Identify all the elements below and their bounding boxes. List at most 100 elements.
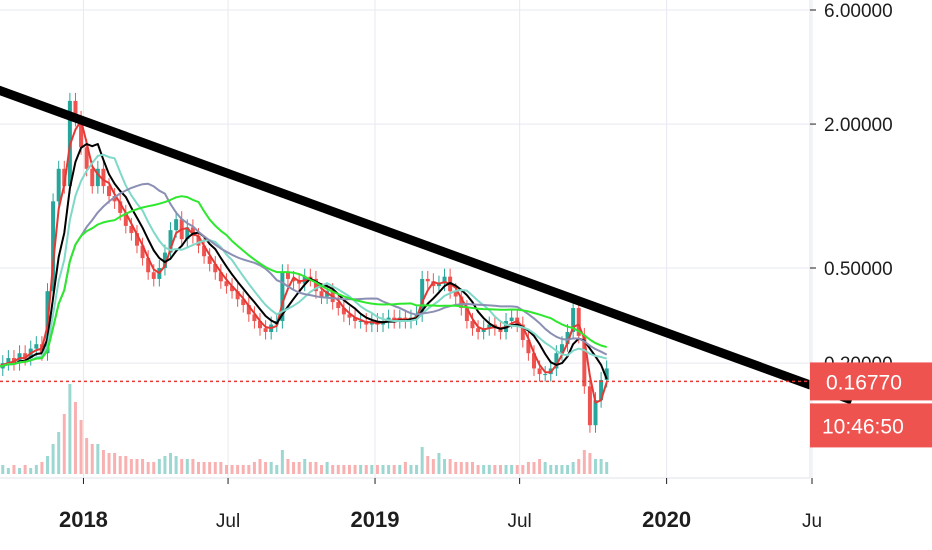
- y-tick-label: 2.00000: [824, 115, 893, 136]
- candle-body: [140, 245, 145, 259]
- trendline: [0, 85, 854, 405]
- candle-body: [123, 212, 128, 226]
- volume-bar: [264, 462, 268, 474]
- candle-body: [582, 335, 587, 387]
- candle-body: [62, 168, 67, 187]
- candle-body: [6, 358, 11, 364]
- candle-body: [543, 374, 548, 376]
- candle-body: [235, 291, 240, 300]
- candle-body: [341, 308, 346, 315]
- volume-bar: [213, 462, 217, 474]
- volume-bar: [6, 468, 10, 474]
- candle-body: [118, 201, 123, 213]
- volume-bar: [29, 468, 33, 474]
- countdown-label: 10:46:50: [822, 415, 904, 438]
- volume-bar: [196, 462, 200, 474]
- volume-bar: [470, 462, 474, 474]
- volume-bar: [515, 465, 519, 474]
- candle-body: [442, 276, 447, 284]
- volume-bar: [342, 465, 346, 474]
- candle-body: [252, 314, 257, 322]
- volume-bar: [465, 462, 469, 474]
- volume-bar: [459, 462, 463, 474]
- volume-bar: [364, 465, 368, 474]
- candle-body: [95, 168, 100, 187]
- candle-body: [101, 168, 106, 187]
- volume-bar: [90, 444, 94, 474]
- volume-bar: [320, 465, 324, 474]
- volume-bar: [135, 459, 139, 474]
- volume-bar: [230, 465, 234, 474]
- volume-bar: [297, 462, 301, 474]
- candle-body: [258, 321, 263, 329]
- candle-body: [291, 278, 296, 282]
- candle-body: [73, 100, 78, 119]
- volume-bar: [124, 456, 128, 474]
- candle-body: [453, 291, 458, 297]
- volume-bar: [46, 456, 50, 474]
- volume-bar: [454, 462, 458, 474]
- candle-body: [559, 344, 564, 354]
- volume-bar: [443, 459, 447, 474]
- volume-bar: [582, 450, 586, 474]
- trendline-segment: [0, 85, 854, 405]
- volume-bar: [538, 459, 542, 474]
- y-tick-label: 0.50000: [824, 259, 893, 280]
- volume-bar: [163, 456, 167, 474]
- volume-bar: [526, 462, 530, 474]
- candle-body: [576, 308, 581, 336]
- candle-body: [280, 272, 285, 322]
- volume-bar: [118, 456, 122, 474]
- volume-bar: [258, 459, 262, 474]
- candle-body: [174, 219, 179, 231]
- volume-bar: [252, 462, 256, 474]
- volume-bar: [314, 462, 318, 474]
- volume-bar: [487, 465, 491, 474]
- volume-bar: [85, 438, 89, 474]
- candle-body: [420, 278, 425, 315]
- volume-bars: [1, 384, 609, 474]
- moving-average-24: [0, 195, 607, 368]
- candle-body: [358, 321, 363, 323]
- volume-bar: [275, 465, 279, 474]
- volume-bar: [141, 459, 145, 474]
- candle-body: [526, 339, 531, 354]
- volume-bar: [1, 465, 5, 474]
- candle-body: [571, 308, 576, 332]
- candle-body: [464, 308, 469, 322]
- volume-bar: [476, 465, 480, 474]
- candle-body: [213, 263, 218, 273]
- candle-body: [425, 278, 430, 282]
- candle-body: [107, 186, 112, 197]
- volume-bar: [292, 462, 296, 474]
- volume-bar: [426, 456, 430, 474]
- volume-bar: [571, 462, 575, 474]
- candle-body: [537, 368, 542, 375]
- volume-bar: [73, 402, 77, 474]
- volume-bar: [113, 453, 117, 474]
- candle-body: [509, 317, 514, 322]
- candle-body: [34, 344, 39, 349]
- volume-bar: [34, 465, 38, 474]
- volume-bar: [40, 462, 44, 474]
- time-axis[interactable]: 2018 Jul 2019 Jul 2020 Ju: [59, 478, 822, 532]
- candle-body: [554, 353, 559, 369]
- candle-body: [79, 118, 84, 148]
- x-tick-label: Ju: [802, 511, 822, 532]
- volume-bar: [554, 465, 558, 474]
- volume-bar: [387, 465, 391, 474]
- volume-bar: [409, 465, 413, 474]
- volume-bar: [180, 459, 184, 474]
- volume-bar: [96, 444, 100, 474]
- volume-bar: [577, 459, 581, 474]
- moving-averages: [0, 119, 608, 404]
- candle-body: [129, 225, 134, 234]
- candle-body: [587, 386, 592, 426]
- moving-average-3: [0, 119, 608, 404]
- volume-bar: [269, 462, 273, 474]
- x-tick-label: Jul: [507, 511, 531, 532]
- volume-bar: [107, 453, 111, 474]
- y-tick-label: 6.00000: [824, 1, 893, 22]
